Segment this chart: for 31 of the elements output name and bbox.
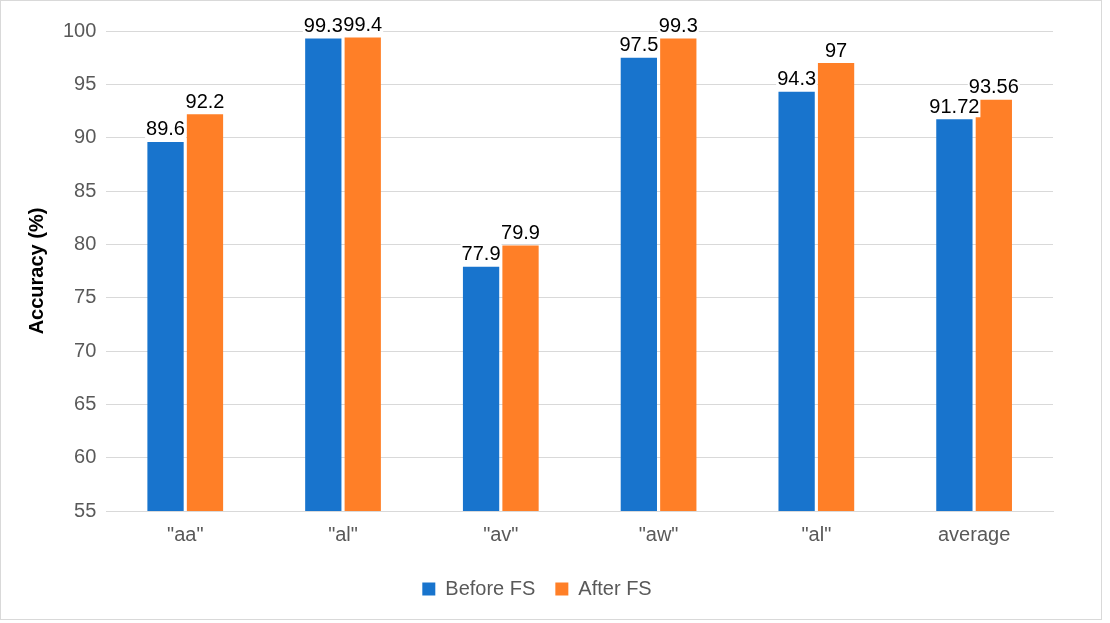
y-tick-label: 60 [74,445,97,468]
data-label: 94.3 [777,67,817,90]
x-tick-label: "al" [328,522,358,545]
legend-label: After FS [578,576,652,599]
data-label: 89.6 [146,117,185,140]
data-label: 97.5 [619,33,659,56]
x-tick-label: "av" [483,522,519,545]
y-tick-label: 65 [74,391,97,414]
x-tick-label: "aa" [167,522,204,545]
y-tick-label: 85 [74,178,97,201]
data-label: 97 [824,38,848,61]
y-tick-label: 90 [74,125,97,148]
y-tick-label: 75 [74,285,97,308]
data-label: 77.9 [461,242,501,265]
y-tick-label: 95 [74,71,97,94]
x-tick-label: "aw" [638,522,679,545]
data-label: 93.56 [968,75,1019,98]
y-tick-label: 100 [62,18,97,41]
x-tick-label: average [937,522,1011,545]
data-label: 99.3 [303,13,343,36]
data-label: 92.2 [185,89,225,112]
data-label: 99.4 [343,12,383,35]
y-tick-label: 80 [74,231,97,254]
data-label: 99.3 [658,13,698,36]
y-tick-label: 55 [74,498,97,521]
x-tick-label: "al" [801,522,832,545]
legend-label: Before FS [445,576,536,599]
y-tick-label: 70 [74,338,97,361]
data-label: 79.9 [501,220,540,243]
y-axis-title: Accuracy (%) [24,207,47,335]
data-label: 91.72 [929,94,980,117]
